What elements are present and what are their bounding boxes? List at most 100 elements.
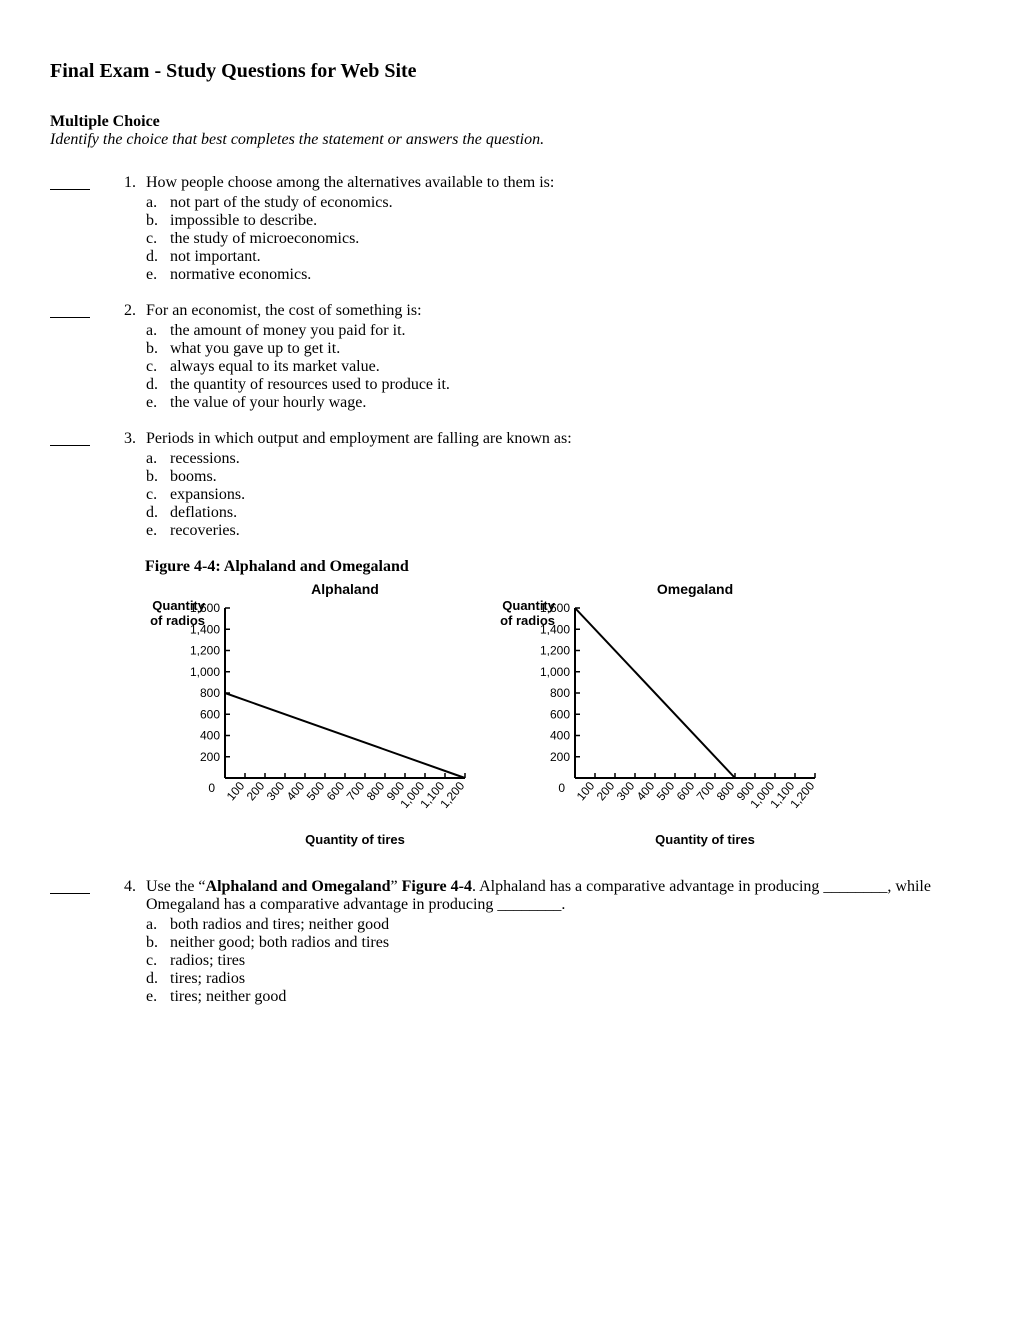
choice-letter: d.: [146, 970, 170, 988]
choice-letter: b.: [146, 934, 170, 952]
svg-text:200: 200: [550, 750, 570, 764]
choice-text: tires; radios: [170, 970, 245, 988]
answer-blank[interactable]: [50, 878, 90, 894]
svg-text:500: 500: [654, 779, 678, 804]
choice-letter: e.: [146, 266, 170, 284]
choice-letter: e.: [146, 394, 170, 412]
choice-text: the value of your hourly wage.: [170, 394, 366, 412]
choice-row: a.recessions.: [146, 450, 970, 468]
choice-row: d.tires; radios: [146, 970, 970, 988]
svg-text:1,200: 1,200: [190, 644, 220, 658]
choice-row: b.what you gave up to get it.: [146, 340, 970, 358]
question-1: 1.How people choose among the alternativ…: [50, 174, 970, 284]
choice-text: radios; tires: [170, 952, 245, 970]
svg-text:100: 100: [224, 779, 248, 804]
choice-row: d.not important.: [146, 248, 970, 266]
choice-text: booms.: [170, 468, 217, 486]
svg-text:0: 0: [558, 781, 565, 795]
svg-text:200: 200: [200, 750, 220, 764]
choice-text: not part of the study of economics.: [170, 194, 393, 212]
choice-row: a.both radios and tires; neither good: [146, 916, 970, 934]
choice-text: recoveries.: [170, 522, 240, 540]
choice-row: c.always equal to its market value.: [146, 358, 970, 376]
figure-panels: AlphalandQuantityof radios2004006008001,…: [140, 580, 970, 850]
instruction-text: Identify the choice that best completes …: [50, 131, 970, 149]
svg-text:700: 700: [694, 779, 718, 804]
svg-text:400: 400: [550, 729, 570, 743]
svg-text:700: 700: [344, 779, 368, 804]
svg-text:Quantity of tires: Quantity of tires: [305, 832, 405, 847]
choice-row: d.the quantity of resources used to prod…: [146, 376, 970, 394]
svg-text:1,000: 1,000: [190, 665, 220, 679]
choice-letter: d.: [146, 248, 170, 266]
choice-row: e.the value of your hourly wage.: [146, 394, 970, 412]
question-number: 1.: [108, 174, 146, 284]
choice-letter: c.: [146, 952, 170, 970]
svg-text:300: 300: [264, 779, 288, 804]
choice-row: c.radios; tires: [146, 952, 970, 970]
choice-letter: a.: [146, 916, 170, 934]
choice-row: d.deflations.: [146, 504, 970, 522]
svg-text:600: 600: [674, 779, 698, 804]
question-stem: How people choose among the alternatives…: [146, 174, 970, 192]
choice-letter: c.: [146, 230, 170, 248]
choice-row: e.recoveries.: [146, 522, 970, 540]
choice-letter: e.: [146, 522, 170, 540]
choice-letter: b.: [146, 212, 170, 230]
svg-text:Alphaland: Alphaland: [311, 581, 379, 597]
choice-letter: b.: [146, 340, 170, 358]
choice-text: the study of microeconomics.: [170, 230, 359, 248]
svg-text:0: 0: [208, 781, 215, 795]
svg-text:100: 100: [574, 779, 598, 804]
choice-text: not important.: [170, 248, 261, 266]
choice-row: c.expansions.: [146, 486, 970, 504]
choice-letter: d.: [146, 504, 170, 522]
choice-text: the quantity of resources used to produc…: [170, 376, 450, 394]
svg-text:600: 600: [200, 707, 220, 721]
question-number: 2.: [108, 302, 146, 412]
svg-text:600: 600: [324, 779, 348, 804]
svg-text:1,600: 1,600: [540, 601, 570, 615]
svg-text:400: 400: [284, 779, 308, 804]
section-heading: Multiple Choice: [50, 113, 970, 131]
question-stem: For an economist, the cost of something …: [146, 302, 970, 320]
choice-text: deflations.: [170, 504, 237, 522]
choice-letter: c.: [146, 358, 170, 376]
choice-text: expansions.: [170, 486, 245, 504]
choice-row: e.normative economics.: [146, 266, 970, 284]
choice-letter: c.: [146, 486, 170, 504]
choice-letter: b.: [146, 468, 170, 486]
choice-text: recessions.: [170, 450, 240, 468]
answer-blank[interactable]: [50, 430, 90, 446]
choice-text: normative economics.: [170, 266, 311, 284]
svg-text:800: 800: [364, 779, 388, 804]
question-3: 3.Periods in which output and employment…: [50, 430, 970, 540]
choice-letter: a.: [146, 322, 170, 340]
svg-text:400: 400: [634, 779, 658, 804]
choice-letter: e.: [146, 988, 170, 1006]
svg-text:400: 400: [200, 729, 220, 743]
choice-text: always equal to its market value.: [170, 358, 380, 376]
choice-text: tires; neither good: [170, 988, 286, 1006]
svg-text:800: 800: [200, 686, 220, 700]
choice-text: the amount of money you paid for it.: [170, 322, 406, 340]
choice-text: impossible to describe.: [170, 212, 317, 230]
choice-row: b.neither good; both radios and tires: [146, 934, 970, 952]
choice-row: b.booms.: [146, 468, 970, 486]
answer-blank[interactable]: [50, 302, 90, 318]
choice-letter: a.: [146, 194, 170, 212]
question-stem: Periods in which output and employment a…: [146, 430, 970, 448]
svg-text:1,600: 1,600: [190, 601, 220, 615]
svg-text:300: 300: [614, 779, 638, 804]
chart-alphaland: AlphalandQuantityof radios2004006008001,…: [140, 580, 480, 850]
choice-text: neither good; both radios and tires: [170, 934, 389, 952]
choice-row: a.not part of the study of economics.: [146, 194, 970, 212]
choice-letter: a.: [146, 450, 170, 468]
svg-text:500: 500: [304, 779, 328, 804]
page-title: Final Exam - Study Questions for Web Sit…: [50, 60, 970, 83]
question-number: 4.: [108, 878, 146, 1006]
question-2: 2.For an economist, the cost of somethin…: [50, 302, 970, 412]
svg-text:Omegaland: Omegaland: [657, 581, 733, 597]
svg-text:600: 600: [550, 707, 570, 721]
answer-blank[interactable]: [50, 174, 90, 190]
